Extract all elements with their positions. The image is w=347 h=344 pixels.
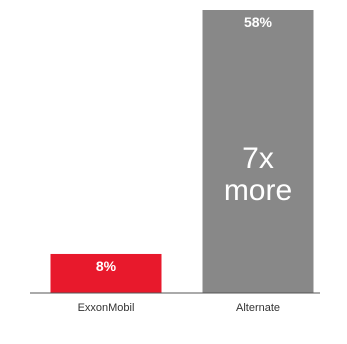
value-label-alternate: 58% bbox=[244, 14, 273, 30]
bars-group bbox=[50, 10, 314, 293]
value-label-exxonmobil: 8% bbox=[96, 258, 117, 274]
bar-exxonmobil bbox=[50, 253, 162, 293]
callout-line-1: 7x bbox=[242, 142, 274, 175]
category-label-exxonmobil: ExxonMobil bbox=[78, 302, 135, 314]
category-label-alternate: Alternate bbox=[236, 302, 280, 314]
callout-line-2: more bbox=[224, 174, 292, 207]
bar-alternate bbox=[202, 10, 314, 293]
